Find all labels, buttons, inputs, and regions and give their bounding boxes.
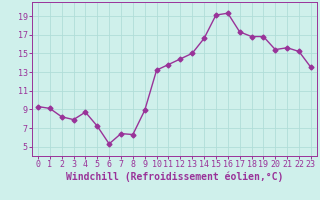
X-axis label: Windchill (Refroidissement éolien,°C): Windchill (Refroidissement éolien,°C) (66, 172, 283, 182)
